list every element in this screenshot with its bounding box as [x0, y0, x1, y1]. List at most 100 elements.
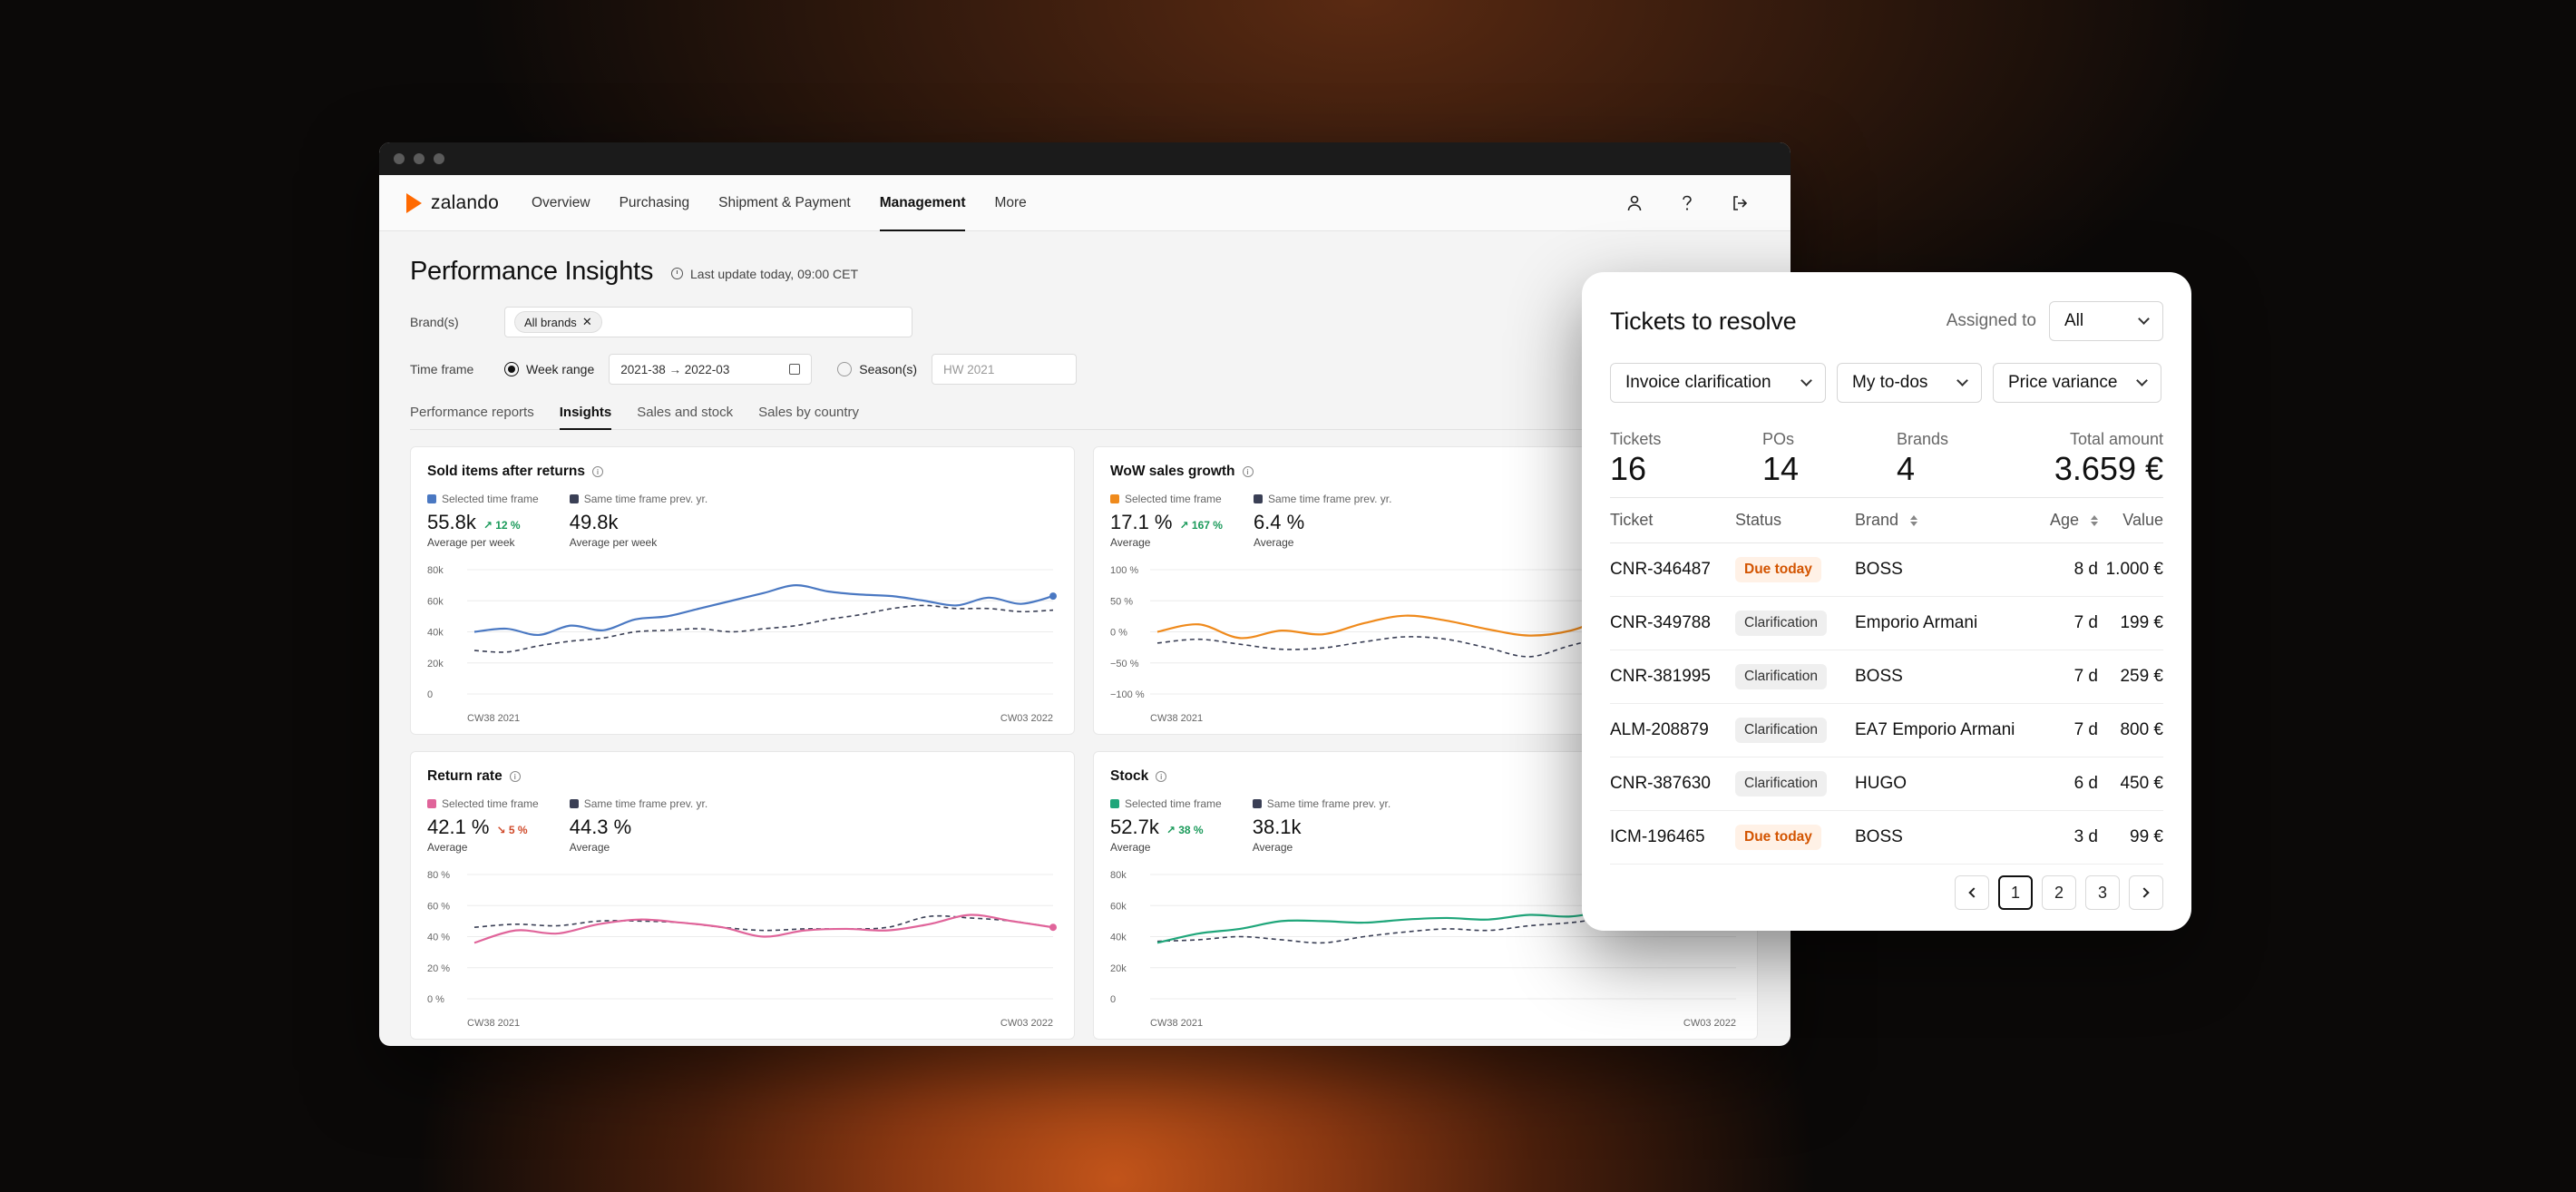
metric-previous: Same time frame prev. yr. 38.1k Average — [1252, 797, 1391, 854]
col-brand-sort[interactable]: Brand — [1855, 511, 2047, 530]
table-row[interactable]: ICM-196465 Due today BOSS 3 d 99 € — [1610, 811, 2163, 865]
tab-sales-by-country[interactable]: Sales by country — [758, 405, 860, 420]
radio-unchecked-icon[interactable] — [837, 362, 853, 376]
y-tick-label: 0 % — [1110, 628, 1127, 639]
zalando-logo[interactable]: zalando — [406, 192, 499, 214]
calendar-icon[interactable] — [789, 364, 801, 375]
card-sold-items: Sold items after returns i Selected time… — [410, 446, 1075, 735]
legend-previous: Same time frame prev. yr. — [1266, 797, 1391, 810]
prev-page-button[interactable] — [1955, 875, 1989, 910]
top-navbar: zalando Overview Purchasing Shipment & P… — [379, 175, 1791, 231]
col-age-sort[interactable]: Age — [2047, 511, 2098, 530]
status-badge: Clarification — [1735, 718, 1827, 743]
window-close-dot[interactable] — [394, 153, 405, 164]
metric-current-value: 52.7k — [1110, 816, 1159, 838]
radio-checked-icon[interactable] — [504, 362, 519, 376]
table-row[interactable]: CNR-387630 Clarification HUGO 6 d 450 € — [1610, 757, 2163, 811]
y-tick-label: −100 % — [1110, 689, 1145, 700]
nav-item-more[interactable]: More — [994, 194, 1027, 210]
logout-icon[interactable] — [1727, 191, 1752, 216]
next-page-button[interactable] — [2129, 875, 2163, 910]
week-range-input[interactable]: 2021-38 → 2022-03 — [609, 354, 813, 385]
col-ticket: Ticket — [1610, 511, 1654, 529]
info-icon[interactable]: i — [1156, 771, 1167, 782]
page-button-2[interactable]: 2 — [2042, 875, 2076, 910]
y-tick-label: 40k — [427, 628, 444, 639]
chevron-down-icon — [1956, 375, 1968, 386]
ticket-value: 99 € — [2130, 827, 2163, 846]
legend-swatch-previous — [569, 799, 579, 808]
ticket-id[interactable]: CNR-349788 — [1610, 613, 1711, 632]
metric-current: Selected time frame 42.1 % ↘ 5 % Average — [427, 797, 539, 854]
metric-current-sub: Average — [1110, 841, 1151, 854]
tab-sales-and-stock[interactable]: Sales and stock — [637, 405, 734, 420]
ticket-brand: BOSS — [1855, 827, 1903, 846]
variance-filter-select[interactable]: Price variance — [1993, 363, 2161, 403]
table-row[interactable]: ALM-208879 Clarification EA7 Emporio Arm… — [1610, 704, 2163, 757]
ticket-id[interactable]: CNR-387630 — [1610, 774, 1711, 793]
card-title: Return rate — [427, 768, 503, 784]
sort-icon[interactable] — [1910, 515, 1918, 527]
x-end-label: CW03 2022 — [1000, 713, 1053, 724]
y-tick-label: 80 % — [427, 870, 450, 881]
series-end-point[interactable] — [1049, 923, 1057, 932]
stat-total-amount-value: 3.659 € — [2054, 450, 2163, 487]
series-end-point[interactable] — [1049, 592, 1057, 601]
ticket-id[interactable]: CNR-346487 — [1610, 560, 1711, 579]
timeframe-label: Time frame — [410, 362, 474, 376]
x-start-label: CW38 2021 — [467, 713, 520, 724]
series-current-line — [473, 584, 1054, 637]
info-icon[interactable]: i — [509, 771, 521, 782]
table-row[interactable]: CNR-381995 Clarification BOSS 7 d 259 € — [1610, 650, 2163, 704]
card-title: Sold items after returns — [427, 464, 585, 479]
nav-item-overview[interactable]: Overview — [531, 194, 590, 210]
tab-performance-reports[interactable]: Performance reports — [410, 405, 534, 420]
week-range-radio[interactable]: Week range — [504, 362, 594, 376]
legend-swatch-current — [427, 799, 436, 808]
stat-brands: Brands 4 — [1897, 430, 2005, 488]
sort-icon[interactable] — [2091, 515, 2098, 527]
season-radio[interactable]: Season(s) — [837, 362, 917, 376]
season-input[interactable]: HW 2021 — [932, 354, 1078, 385]
window-maximize-dot[interactable] — [434, 153, 444, 164]
ticket-id[interactable]: ICM-196465 — [1610, 827, 1705, 846]
stat-tickets-value: 16 — [1610, 450, 1647, 487]
todo-filter-select[interactable]: My to-dos — [1837, 363, 1982, 403]
chip-remove-icon[interactable]: ✕ — [581, 315, 592, 328]
brand-select[interactable]: All brands ✕ — [504, 307, 912, 337]
metric-previous: Same time frame prev. yr. 6.4 % Average — [1253, 493, 1391, 549]
ticket-id[interactable]: CNR-381995 — [1610, 667, 1711, 686]
brand-chip-label: All brands — [524, 315, 577, 329]
stat-brands-value: 4 — [1897, 450, 1916, 487]
help-icon[interactable] — [1674, 191, 1700, 216]
metric-previous: Same time frame prev. yr. 49.8k Average … — [569, 493, 707, 549]
user-icon[interactable] — [1622, 191, 1647, 216]
info-icon[interactable]: i — [1242, 466, 1254, 477]
table-row[interactable]: CNR-349788 Clarification Emporio Armani … — [1610, 597, 2163, 650]
legend-current: Selected time frame — [442, 493, 539, 505]
ticket-value: 199 € — [2120, 613, 2163, 632]
nav-item-purchasing[interactable]: Purchasing — [619, 194, 690, 210]
stat-brands-label: Brands — [1897, 430, 1949, 448]
table-row[interactable]: CNR-346487 Due today BOSS 8 d 1.000 € — [1610, 543, 2163, 597]
legend-swatch-previous — [1253, 494, 1263, 503]
ticket-id[interactable]: ALM-208879 — [1610, 720, 1709, 739]
assigned-to-select[interactable]: All — [2049, 301, 2163, 341]
info-icon[interactable]: i — [592, 466, 603, 477]
tab-insights[interactable]: Insights — [559, 405, 611, 430]
window-minimize-dot[interactable] — [414, 153, 424, 164]
delta-badge: ↗ 38 % — [1166, 824, 1204, 836]
season-placeholder: HW 2021 — [943, 362, 995, 376]
col-brand-label: Brand — [1855, 511, 1899, 529]
ticket-age: 3 d — [2073, 827, 2098, 846]
zalando-logo-icon — [406, 192, 422, 213]
logo-text: zalando — [431, 191, 499, 213]
nav-item-management[interactable]: Management — [879, 175, 965, 231]
main-content: Performance Insights Last update today, … — [379, 231, 1791, 1046]
nav-item-shipment-payment[interactable]: Shipment & Payment — [718, 194, 851, 210]
page-button-1[interactable]: 1 — [1998, 875, 2033, 910]
page-button-3[interactable]: 3 — [2085, 875, 2120, 910]
ticket-age: 8 d — [2073, 560, 2098, 579]
type-filter-select[interactable]: Invoice clarification — [1610, 363, 1826, 403]
brand-chip[interactable]: All brands ✕ — [514, 311, 602, 333]
